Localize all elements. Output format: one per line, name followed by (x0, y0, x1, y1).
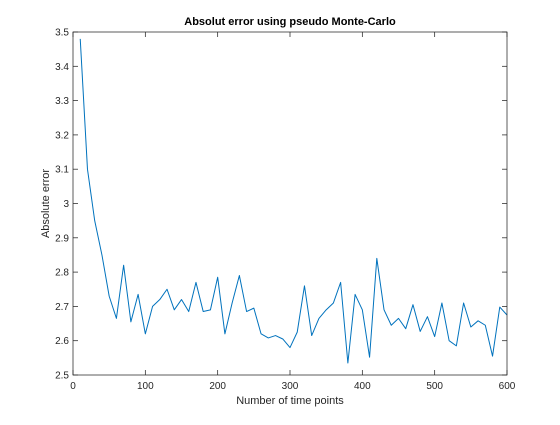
y-axis-label: Absolute error (40, 169, 52, 238)
y-tick-label: 3.3 (55, 96, 69, 107)
y-tick-label: 2.8 (55, 268, 69, 279)
y-tick-label: 3.4 (55, 62, 69, 73)
chart-title: Absolut error using pseudo Monte-Carlo (184, 16, 396, 28)
x-tick-label: 0 (70, 381, 76, 392)
y-tick-label: 2.9 (55, 233, 69, 244)
plot-area (73, 32, 507, 375)
y-tick-label: 3.1 (55, 165, 69, 176)
x-tick-label: 100 (137, 381, 154, 392)
x-tick-label: 200 (209, 381, 226, 392)
x-tick-label: 400 (354, 381, 371, 392)
x-tick-label: 600 (499, 381, 516, 392)
x-tick-label: 300 (282, 381, 299, 392)
y-tick-label: 2.5 (55, 371, 69, 382)
x-tick-label: 500 (426, 381, 443, 392)
y-tick-label: 3.2 (55, 130, 69, 141)
y-tick-label: 2.6 (55, 336, 69, 347)
y-tick-label: 3 (63, 199, 69, 210)
y-tick-label: 3.5 (55, 28, 69, 39)
x-axis-label: Number of time points (236, 395, 344, 407)
y-tick-label: 2.7 (55, 302, 69, 313)
